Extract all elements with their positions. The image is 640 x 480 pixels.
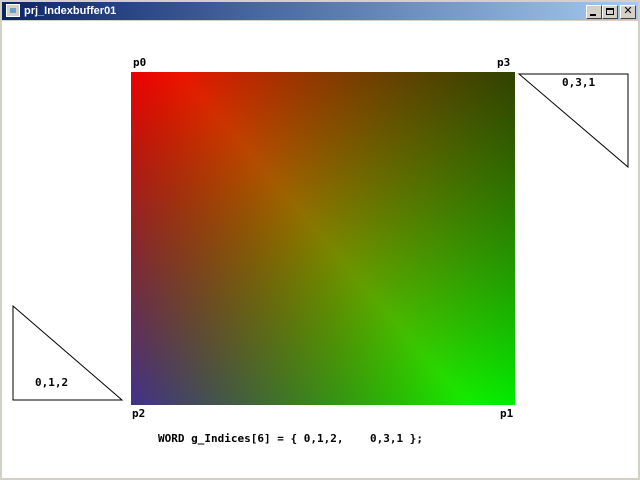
title-bar[interactable]: prj_Indexbuffer01 ✕ <box>2 2 638 20</box>
triangle-diagram-012 <box>12 305 124 401</box>
minimize-button[interactable] <box>586 5 602 19</box>
code-indices-second: 0,3,1 <box>369 432 404 445</box>
maximize-button[interactable] <box>602 5 618 19</box>
gradient-quad <box>131 72 515 405</box>
vertex-label-p2: p2 <box>132 407 146 420</box>
index-declaration: WORD g_Indices[6] = { 0,1,2, 0,3,1 }; <box>158 432 423 445</box>
code-end: }; <box>409 432 423 445</box>
close-button[interactable]: ✕ <box>620 5 636 19</box>
minimize-icon <box>590 14 596 16</box>
vertex-label-p0: p0 <box>133 56 147 69</box>
code-indices-first: 0,1,2, <box>303 432 344 445</box>
triangle-label-012: 0,1,2 <box>35 376 69 389</box>
gradient-quad-svg <box>131 72 515 405</box>
triangle-outline-031 <box>518 73 629 169</box>
app-icon[interactable] <box>6 4 20 17</box>
maximize-icon <box>606 8 614 15</box>
triangle-outline-012 <box>12 305 124 401</box>
triangle-label-031: 0,3,1 <box>562 76 596 89</box>
code-declaration: WORD g_Indices[6] = { <box>158 432 298 445</box>
window-title: prj_Indexbuffer01 <box>24 5 117 17</box>
vertex-label-p1: p1 <box>500 407 514 420</box>
vertex-label-p3: p3 <box>497 56 511 69</box>
triangle-diagram-031 <box>518 73 629 169</box>
close-icon: ✕ <box>623 4 633 17</box>
gradient-overlay <box>131 72 515 405</box>
